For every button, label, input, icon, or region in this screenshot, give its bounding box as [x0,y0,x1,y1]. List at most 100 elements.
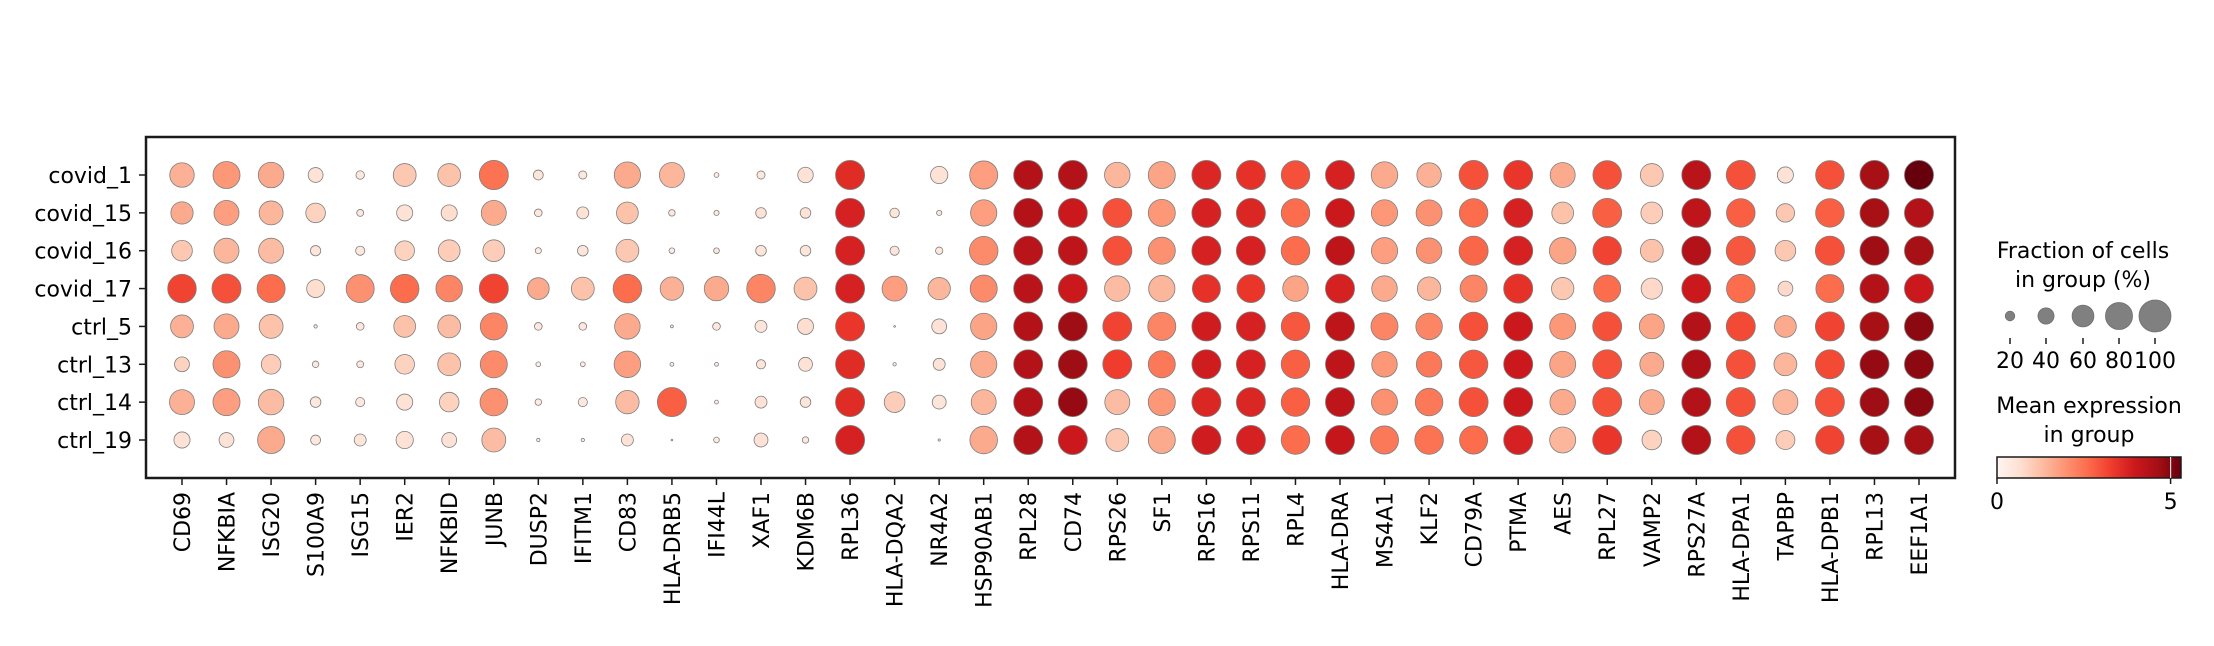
dot-covid_16-NFKBID [437,239,461,263]
dot-ctrl_5-NR4A2 [931,318,948,335]
colorbar-tick-label: 5 [2164,490,2178,515]
dot-covid_17-NFKBID [435,274,463,303]
dot-ctrl_14-RPS11 [1235,387,1266,418]
dot-ctrl_19-EEF1A1 [1904,425,1934,455]
dot-covid_15-RPL4 [1280,198,1311,228]
dot-ctrl_14-NFKBID [439,391,460,413]
dot-ctrl_14-HLA-DQA2 [883,391,906,413]
dot-covid_1-KDM6B [797,166,814,184]
dot-covid_17-HLA-DPA1 [1726,273,1756,304]
y-tick-label: covid_1 [48,164,132,189]
dot-ctrl_13-S100A9 [311,360,320,368]
dot-covid_16-RPS27A [1681,235,1712,266]
dot-ctrl_19-RPS26 [1105,428,1130,452]
dot-covid_15-PTMA [1503,197,1534,228]
dot-ctrl_5-HLA-DQA2 [893,325,896,328]
dot-covid_16-MS4A1 [1370,237,1399,265]
dot-covid_1-RPL13 [1859,160,1890,190]
dot-covid_15-NR4A2 [936,209,943,216]
dot-ctrl_5-HLA-DPA1 [1725,311,1756,342]
dot-ctrl_5-IFI44L [712,322,721,331]
dot-covid_16-IFITM1 [577,244,589,257]
dot-ctrl_13-HSP90AB1 [970,350,998,378]
dot-ctrl_14-DUSP2 [534,398,542,406]
dot-ctrl_14-CD69 [169,389,195,416]
dot-ctrl_19-HLA-DRA [1325,425,1355,455]
size-legend-dot [2138,299,2172,333]
dot-ctrl_5-XAF1 [754,320,768,333]
dot-covid_16-RPL28 [1013,235,1044,266]
dot-covid_1-XAF1 [756,170,766,180]
x-tick-label: RPS27A [1685,492,1710,578]
dot-covid_15-RPS26 [1102,197,1133,228]
dot-covid_1-VAMP2 [1639,163,1664,187]
dot-covid_15-AES [1551,201,1575,225]
dot-ctrl_19-RPL36 [835,425,866,455]
dot-ctrl_19-DUSP2 [536,437,541,443]
dot-ctrl_14-IFITM1 [577,397,588,408]
dot-ctrl_5-RPL27 [1592,311,1623,342]
dot-covid_16-KLF2 [1415,237,1443,264]
size-legend-title-line1: Fraction of cells [1997,239,2169,264]
dot-covid_15-RPL27 [1592,197,1623,228]
dot-covid_16-RPL13 [1859,235,1890,266]
dot-covid_15-RPS11 [1235,197,1266,228]
size-legend-label: 40 [2032,349,2060,374]
dot-ctrl_14-EEF1A1 [1904,387,1934,418]
dot-covid_15-ISG15 [356,209,365,217]
dot-covid_17-TAPBP [1777,280,1794,297]
dot-covid_15-MS4A1 [1370,199,1399,227]
dot-covid_15-JUNB [480,199,507,226]
dot-covid_15-ISG20 [258,200,284,226]
dot-covid_1-IFITM1 [578,170,588,180]
dot-ctrl_14-AES [1549,388,1576,416]
dot-covid_16-ISG20 [258,237,285,264]
size-legend-dot [2004,310,2016,322]
size-legend-title-line2: in group (%) [2015,268,2151,293]
dot-covid_17-RPL4 [1282,275,1309,302]
dot-ctrl_5-IFITM1 [578,322,588,331]
dot-ctrl_19-JUNB [481,427,507,453]
dot-ctrl_14-SF1 [1147,388,1176,417]
dot-covid_17-AES [1551,277,1575,301]
dot-covid_1-RPL4 [1280,160,1311,190]
dot-covid_15-IFITM1 [576,206,590,220]
dot-ctrl_13-CD79A [1458,349,1489,379]
dot-ctrl_19-IFI44L [713,436,720,444]
dot-covid_17-ISG20 [256,274,286,304]
dot-ctrl_5-RPS27A [1681,311,1712,342]
dot-ctrl_5-RPL4 [1280,311,1311,342]
x-tick-label: RPL13 [1864,492,1889,561]
dot-ctrl_13-PTMA [1503,349,1534,380]
dot-covid_16-CD74 [1057,235,1088,266]
x-tick-label: CD69 [171,492,196,552]
dot-ctrl_19-NFKBID [441,432,458,448]
dot-ctrl_14-HLA-DPB1 [1814,387,1845,418]
dot-covid_1-RPS11 [1235,160,1266,190]
dot-covid_15-NFKBIA [213,199,240,226]
dot-covid_16-NR4A2 [935,246,944,255]
dot-covid_1-HLA-DRA [1325,160,1355,190]
dot-covid_16-CD79A [1458,235,1489,266]
dot-ctrl_14-RPL28 [1013,387,1044,418]
dot-ctrl_13-HLA-DRA [1325,349,1355,380]
dot-ctrl_14-HLA-DRB5 [656,387,687,418]
dot-covid_16-RPL4 [1280,236,1311,266]
dot-ctrl_19-S100A9 [310,434,321,446]
dot-covid_16-RPS16 [1191,235,1222,266]
dot-covid_15-RPL13 [1859,197,1890,228]
dot-covid_1-CD83 [613,161,641,189]
dot-ctrl_5-RPS11 [1235,311,1266,342]
plot-frame [144,135,1957,480]
dot-ctrl_13-RPL27 [1592,349,1623,380]
dot-covid_15-IER2 [396,204,414,222]
dot-ctrl_5-HLA-DPB1 [1814,311,1845,342]
dot-ctrl_14-IER2 [396,393,414,411]
x-tick-label: DUSP2 [527,492,552,566]
size-legend-label: 80 [2105,349,2133,374]
dot-ctrl_5-RPL28 [1013,311,1044,342]
dot-covid_17-RPS26 [1104,275,1131,302]
size-legend: Fraction of cells in group (%) 20 40 60 80 1… [1996,239,2176,374]
dot-covid_16-HLA-DRA [1325,235,1355,266]
